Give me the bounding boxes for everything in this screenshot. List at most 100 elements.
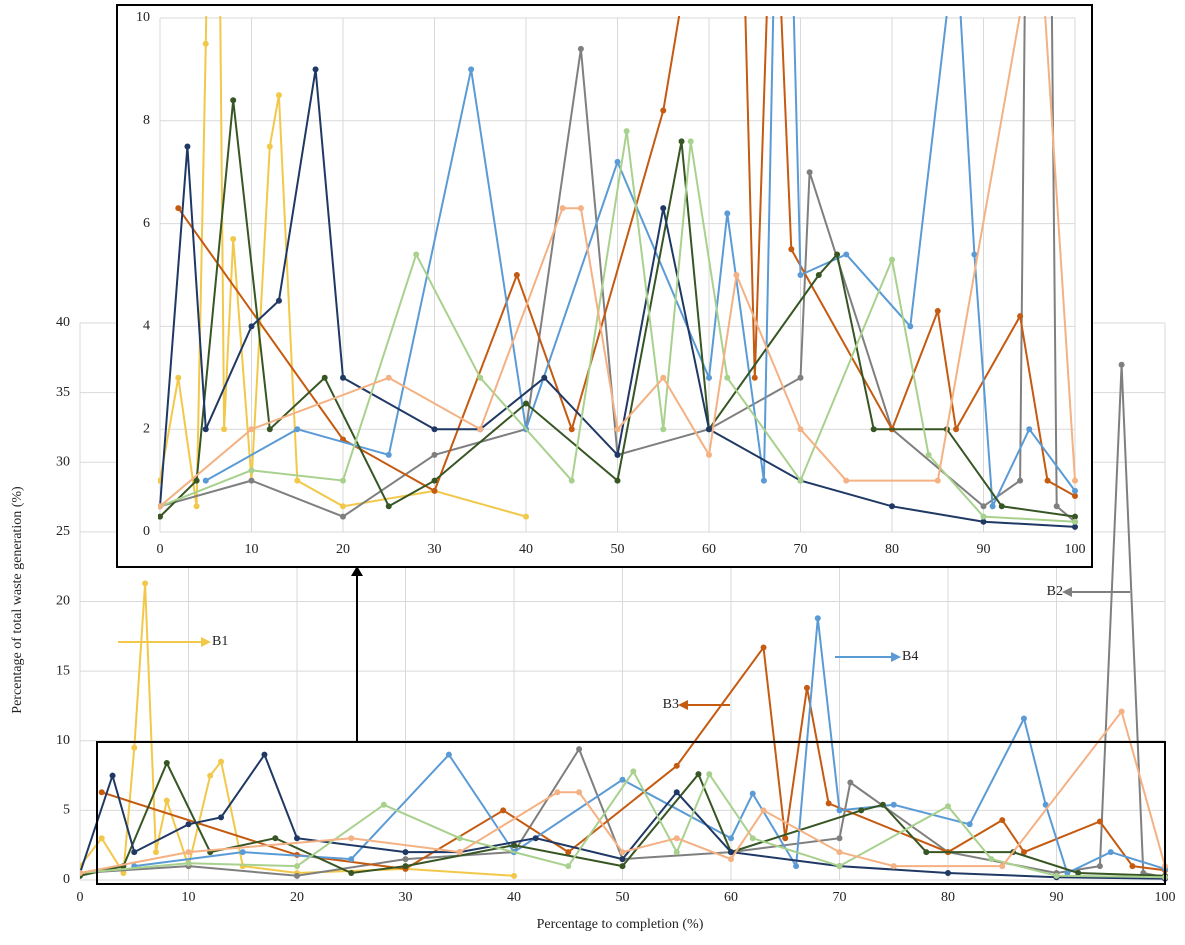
point <box>797 426 804 433</box>
point <box>836 849 843 856</box>
x-tick-label: 60 <box>724 890 738 905</box>
point <box>175 205 182 212</box>
annotation-arrow-head <box>891 652 901 662</box>
x-tick-label: 0 <box>77 890 84 905</box>
point <box>163 760 170 767</box>
point <box>456 835 463 842</box>
point <box>385 451 392 458</box>
x-tick-label: 40 <box>507 890 521 905</box>
x-axis-label: Percentage to completion (%) <box>537 917 704 932</box>
annotation: B4 <box>902 649 918 664</box>
point <box>163 797 170 804</box>
point <box>614 477 621 484</box>
point <box>1042 801 1049 808</box>
y-tick-label: 40 <box>56 315 70 330</box>
point <box>294 426 301 433</box>
point <box>619 776 626 783</box>
point <box>1072 513 1078 520</box>
point <box>261 751 268 758</box>
point <box>312 66 319 73</box>
point <box>836 863 843 870</box>
point <box>706 771 713 778</box>
point <box>185 821 192 828</box>
point <box>614 426 621 433</box>
point <box>733 272 740 278</box>
x-tick-label: 30 <box>428 542 442 557</box>
point <box>1053 503 1060 510</box>
point <box>793 863 800 870</box>
x-tick-label: 80 <box>885 542 899 557</box>
point <box>890 863 897 870</box>
point <box>131 849 138 856</box>
point <box>907 323 914 330</box>
point <box>532 835 539 842</box>
x-tick-label: 60 <box>702 542 716 557</box>
point <box>248 323 255 330</box>
zoom-box <box>96 741 1166 885</box>
x-tick-label: 70 <box>794 542 808 557</box>
point <box>673 849 680 856</box>
point <box>999 863 1006 870</box>
point <box>1107 849 1114 856</box>
point <box>175 374 182 381</box>
point <box>945 803 951 810</box>
point <box>966 821 973 828</box>
annotation-arrow-head <box>1062 587 1072 597</box>
point <box>202 40 209 47</box>
point <box>834 251 841 258</box>
y-tick-label: 4 <box>143 319 150 334</box>
point <box>1072 518 1078 525</box>
x-tick-label: 20 <box>290 890 304 905</box>
series-line <box>177 16 1076 497</box>
point <box>568 477 575 484</box>
x-tick-label: 10 <box>182 890 196 905</box>
y-tick-label: 5 <box>63 803 70 818</box>
point <box>340 374 346 381</box>
x-tick-label: 100 <box>1155 890 1176 905</box>
point <box>760 477 767 484</box>
point <box>1072 523 1078 530</box>
x-tick-label: 20 <box>336 542 350 557</box>
y-tick-label: 15 <box>56 663 70 678</box>
point <box>619 856 626 863</box>
point <box>445 751 452 758</box>
point <box>385 503 392 510</box>
point <box>814 615 821 622</box>
point <box>131 744 138 751</box>
y-axis-label: Percentage of total waste generation (%) <box>10 486 25 714</box>
x-tick-label: 100 <box>1065 542 1086 557</box>
point <box>431 451 438 458</box>
point <box>797 374 804 381</box>
point <box>953 426 960 433</box>
point <box>630 768 637 775</box>
point <box>815 272 822 278</box>
point <box>619 863 626 870</box>
point <box>541 374 548 381</box>
point <box>266 143 273 150</box>
point <box>1075 870 1082 877</box>
y-tick-label: 8 <box>143 113 150 128</box>
point <box>193 503 200 510</box>
point <box>266 426 273 433</box>
point <box>98 789 105 796</box>
point <box>568 426 575 433</box>
point <box>158 503 163 510</box>
point <box>120 870 127 877</box>
point <box>660 426 667 433</box>
y-tick-label: 25 <box>56 524 70 539</box>
point <box>749 790 756 797</box>
point <box>988 856 995 863</box>
point <box>695 771 702 778</box>
point <box>577 45 584 52</box>
point <box>889 256 895 263</box>
point <box>614 158 621 165</box>
y-tick-label: 0 <box>63 872 70 887</box>
point <box>109 772 116 779</box>
point <box>706 426 712 433</box>
point <box>248 467 255 474</box>
point <box>348 835 355 842</box>
point <box>706 451 712 458</box>
point <box>511 842 517 849</box>
point <box>728 849 734 856</box>
y-tick-label: 6 <box>143 216 150 231</box>
